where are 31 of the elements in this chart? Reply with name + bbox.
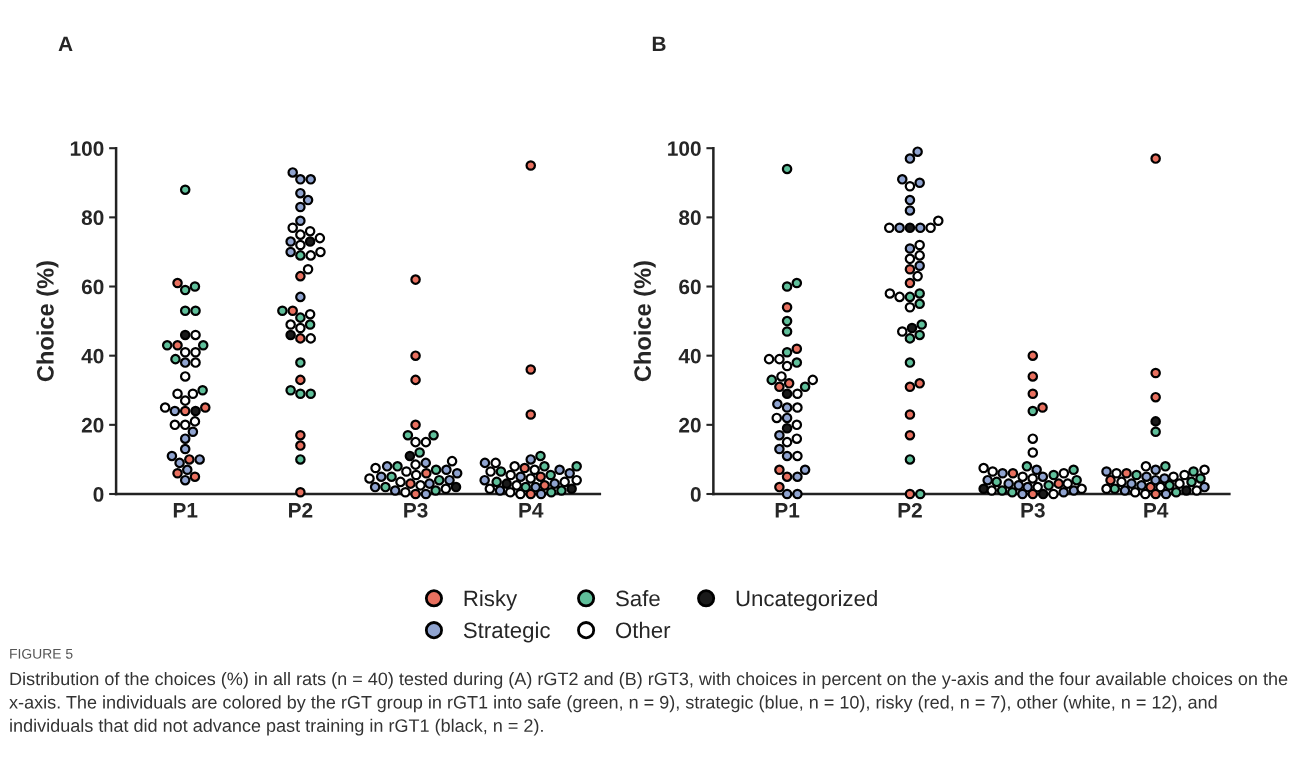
x-tick-label: P3	[404, 502, 428, 518]
x-tick-label: P2	[289, 502, 313, 518]
y-tick-label: 0	[93, 487, 104, 502]
chart-title: B	[652, 36, 666, 51]
x-tick-label: P1	[775, 503, 800, 518]
legend-label: Risky	[464, 590, 518, 611]
legend-label: Other	[616, 621, 671, 639]
y-tick-label: 40	[678, 348, 701, 364]
y-tick-label: 20	[81, 417, 104, 433]
y-tick-label: 60	[81, 279, 104, 295]
y-tick-label: 60	[679, 279, 701, 295]
x-tick-label: P4	[1144, 503, 1169, 518]
x-tick-label: P1	[173, 503, 198, 518]
text: Distribution of the choices (%) in all rats (n = 40) tested during (A) rGT2 and (B) rGT3, with choices in percent on the y-axis and the four available choices on the x-axis. The individuals are colored by the rGT group in rGT1 into safe (green, n = 9), strategic (blue, n = 10), risky (red, n = 7), other (white, n = 12), and individuals that did not advance past training in rGT1 (black, n = 2).	[9, 672, 1288, 736]
legend-label: Strategic	[463, 621, 550, 643]
chart-title: A	[58, 36, 73, 51]
y-tick-label: 20	[679, 417, 701, 433]
y-tick-label: 0	[690, 487, 701, 502]
y-tick-label: 100	[70, 141, 104, 156]
legend-label: Safe	[615, 590, 660, 607]
x-tick-label: P3	[1021, 502, 1045, 518]
caption: FIGURE 5	[10, 648, 73, 659]
y-tick-label: 80	[679, 210, 701, 226]
y-axis-title: Choice (%)	[36, 261, 59, 382]
x-tick-label: P2	[898, 502, 922, 518]
x-tick-label: P4	[519, 503, 544, 518]
y-tick-label: 40	[81, 348, 104, 364]
y-tick-label: 100	[668, 141, 701, 156]
y-tick-label: 80	[81, 210, 104, 226]
y-axis-title: Choice (%)	[633, 261, 656, 382]
legend-label: Uncategorized	[736, 590, 877, 611]
